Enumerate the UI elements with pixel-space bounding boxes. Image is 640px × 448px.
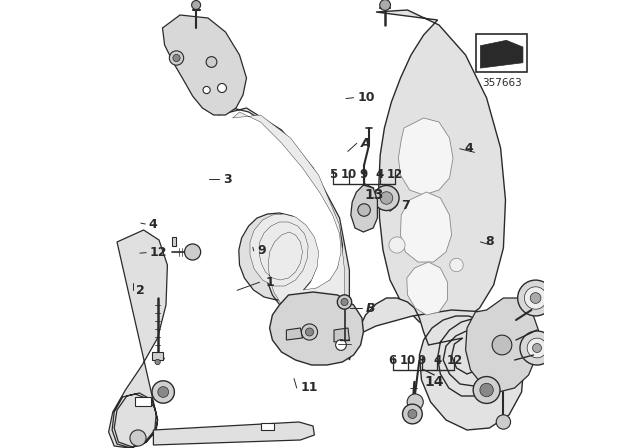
Text: 6: 6: [388, 354, 397, 367]
Text: 9: 9: [417, 354, 426, 367]
Circle shape: [335, 340, 346, 350]
Circle shape: [305, 328, 314, 336]
Circle shape: [218, 83, 227, 92]
Polygon shape: [351, 185, 378, 232]
Text: 11: 11: [300, 381, 318, 395]
Text: 10: 10: [357, 91, 374, 104]
Text: 12: 12: [446, 354, 463, 367]
Polygon shape: [398, 118, 453, 195]
Circle shape: [524, 287, 547, 309]
Text: 4: 4: [149, 217, 157, 231]
Text: 12: 12: [387, 168, 403, 181]
Circle shape: [155, 359, 160, 365]
Circle shape: [407, 394, 423, 410]
Circle shape: [173, 54, 180, 61]
Circle shape: [380, 192, 393, 204]
Circle shape: [530, 293, 541, 303]
Text: 9: 9: [257, 244, 266, 258]
Text: 3: 3: [224, 172, 232, 186]
Circle shape: [408, 409, 417, 418]
Text: 4: 4: [433, 354, 442, 367]
Text: 10: 10: [400, 354, 417, 367]
Circle shape: [527, 338, 547, 358]
Polygon shape: [466, 298, 538, 392]
Circle shape: [403, 404, 422, 424]
Circle shape: [380, 0, 390, 10]
Text: 12: 12: [150, 246, 167, 259]
Circle shape: [341, 298, 348, 306]
Polygon shape: [407, 262, 447, 315]
Polygon shape: [287, 328, 303, 340]
Text: 10: 10: [341, 168, 357, 181]
Polygon shape: [401, 192, 452, 262]
Bar: [135, 397, 151, 406]
Polygon shape: [163, 15, 246, 115]
Circle shape: [450, 258, 463, 272]
Bar: [476, 34, 527, 72]
Text: 5: 5: [330, 168, 337, 181]
Bar: [172, 237, 176, 246]
Bar: [152, 352, 163, 360]
Circle shape: [170, 51, 184, 65]
Polygon shape: [481, 40, 523, 68]
Circle shape: [158, 387, 168, 397]
Text: B: B: [365, 302, 375, 315]
Circle shape: [206, 56, 217, 67]
Circle shape: [389, 237, 405, 253]
Text: 13: 13: [364, 188, 383, 202]
Circle shape: [496, 415, 511, 429]
Circle shape: [492, 335, 512, 355]
Text: 8: 8: [485, 235, 493, 249]
Circle shape: [520, 331, 554, 365]
Text: A: A: [360, 137, 370, 150]
Text: 2: 2: [136, 284, 145, 297]
Bar: [260, 423, 274, 430]
Circle shape: [473, 377, 500, 404]
Text: 357663: 357663: [482, 78, 522, 88]
Circle shape: [480, 383, 493, 397]
Circle shape: [358, 204, 371, 216]
Text: 9: 9: [360, 168, 368, 181]
Circle shape: [152, 381, 174, 403]
Polygon shape: [232, 112, 344, 338]
Circle shape: [337, 295, 351, 309]
Circle shape: [130, 430, 146, 446]
Circle shape: [301, 324, 317, 340]
Polygon shape: [218, 108, 349, 345]
Circle shape: [518, 280, 554, 316]
Text: 4: 4: [376, 168, 384, 181]
Text: 14: 14: [424, 375, 444, 389]
Polygon shape: [154, 422, 314, 445]
Circle shape: [532, 344, 541, 353]
Circle shape: [184, 244, 201, 260]
Text: 4: 4: [464, 142, 473, 155]
Polygon shape: [376, 10, 506, 328]
Text: 1: 1: [266, 276, 274, 289]
Text: 7: 7: [401, 198, 410, 212]
Polygon shape: [269, 292, 364, 365]
Polygon shape: [334, 328, 349, 342]
Circle shape: [374, 185, 399, 211]
Polygon shape: [347, 298, 524, 430]
Circle shape: [191, 0, 200, 9]
Polygon shape: [109, 230, 168, 448]
Circle shape: [203, 86, 210, 94]
